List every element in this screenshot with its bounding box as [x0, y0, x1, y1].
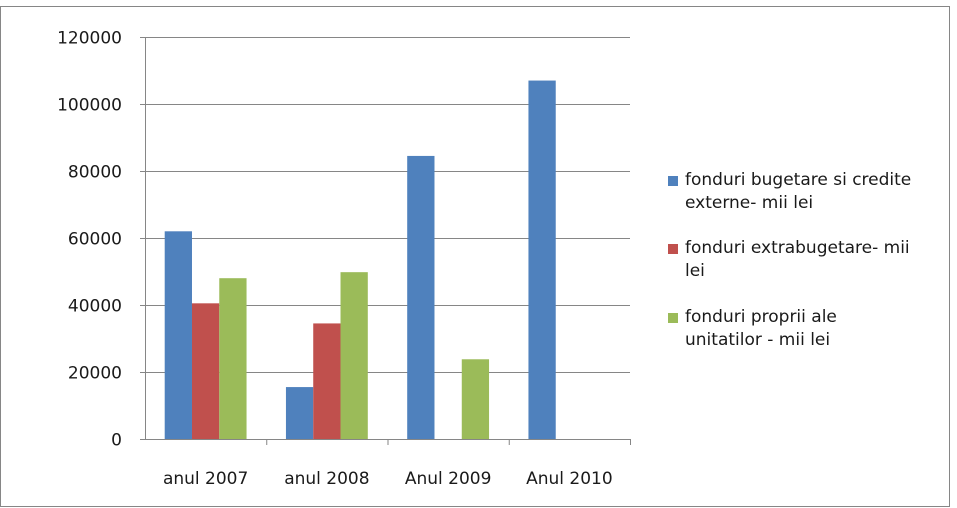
legend-swatch-fonduri-proprii [668, 313, 678, 323]
bar-0-1 [285, 387, 314, 439]
legend-swatch-fonduri-bugetare [668, 176, 678, 186]
chart-border [0, 6, 950, 507]
legend-swatch-fonduri-extrabugetare [668, 244, 678, 254]
y-tick-label: 40000 [68, 297, 122, 317]
x-tick-label: Anul 2010 [526, 469, 613, 489]
bar-2-2 [461, 359, 490, 439]
bar-1-0 [191, 303, 220, 439]
y-tick-label: 60000 [68, 230, 122, 250]
legend-item-fonduri-proprii: fonduri proprii ale unitatilor - mii lei [668, 306, 915, 352]
y-tick-label: 80000 [68, 163, 122, 183]
y-tick-label: 120000 [57, 29, 122, 49]
bar-1-1 [313, 323, 341, 439]
x-tick-label: anul 2008 [284, 469, 369, 489]
legend-item-fonduri-bugetare: fonduri bugetare si credite externe- mii… [668, 169, 915, 215]
bar-0-3 [528, 80, 556, 440]
legend-label-fonduri-extrabugetare: fonduri extrabugetare- mii lei [685, 238, 910, 281]
legend-label-fonduri-bugetare: fonduri bugetare si credite externe- mii… [685, 170, 912, 213]
x-tick-label: anul 2007 [163, 469, 248, 489]
y-tick-label: 100000 [57, 96, 122, 116]
y-tick-label: 20000 [68, 364, 122, 384]
legend-item-fonduri-extrabugetare: fonduri extrabugetare- mii lei [668, 237, 915, 283]
bar-2-1 [340, 272, 368, 439]
bar-0-0 [164, 231, 192, 439]
legend-label-fonduri-proprii: fonduri proprii ale unitatilor - mii lei [685, 307, 837, 350]
x-tick-label: Anul 2009 [405, 469, 492, 489]
bars [164, 80, 556, 440]
y-tick-label: 0 [111, 431, 122, 451]
axes [140, 37, 631, 445]
bar-2-0 [219, 278, 247, 439]
y-axis-tick-labels: 0 20000 40000 60000 80000 100000 120000 [57, 29, 122, 451]
bar-0-2 [407, 155, 435, 440]
x-axis-tick-labels: anul 2007 anul 2008 Anul 2009 Anul 2010 [163, 469, 613, 489]
